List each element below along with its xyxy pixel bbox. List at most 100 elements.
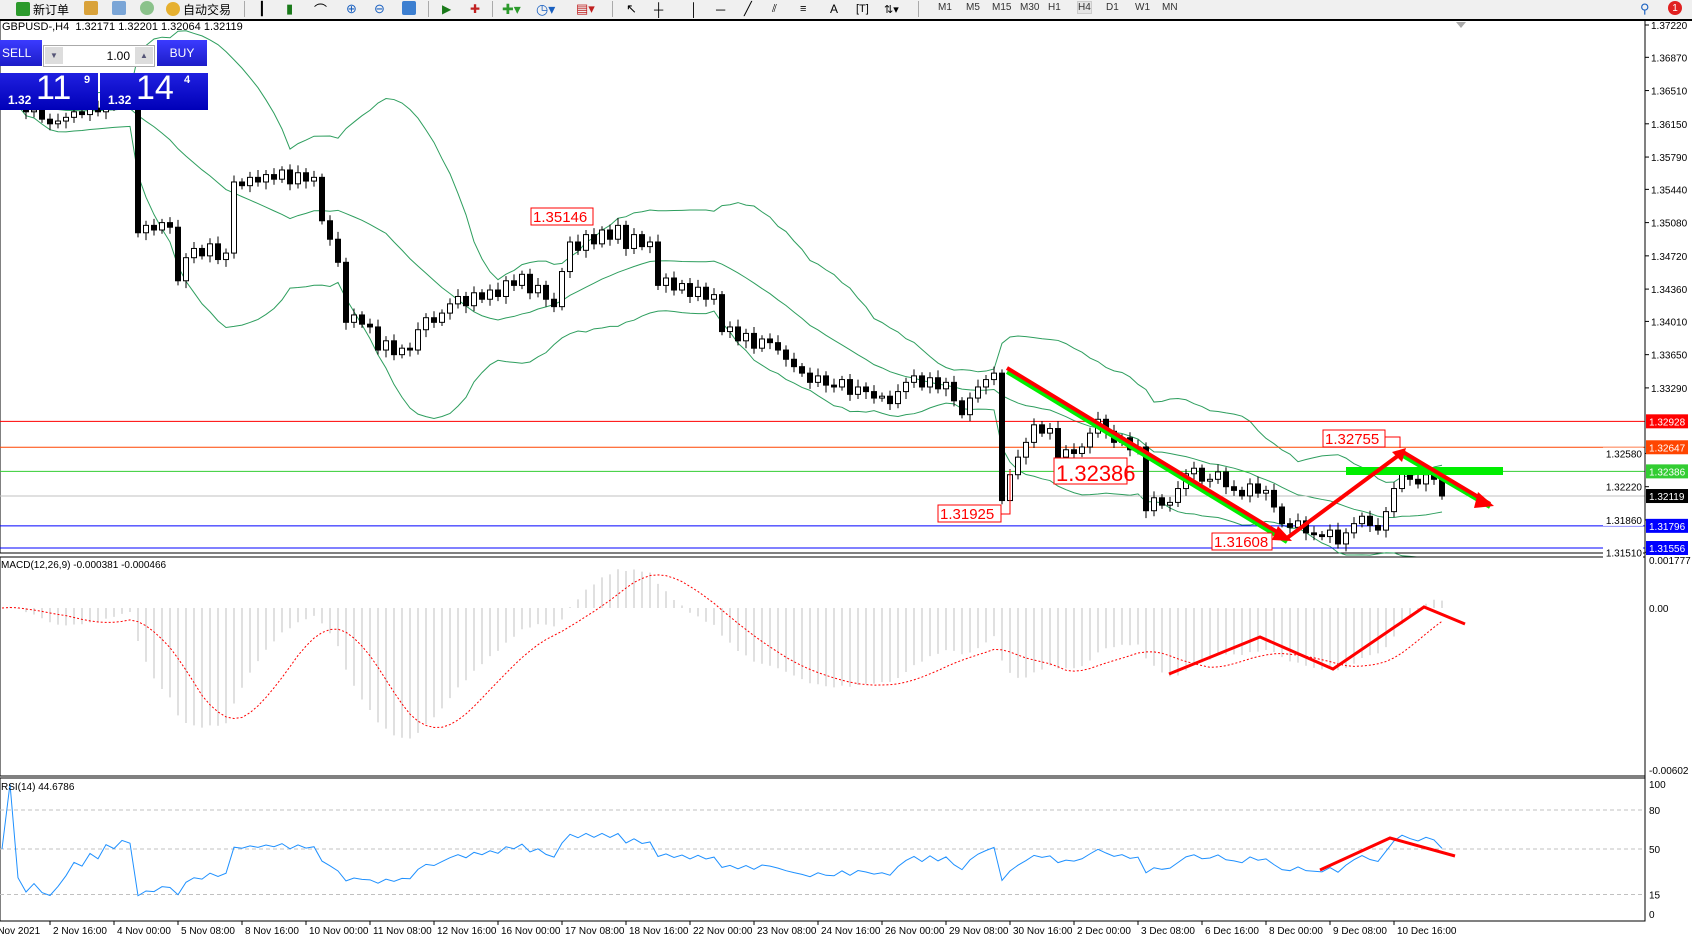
history-icon[interactable] [84,1,98,15]
candle-body [1391,488,1397,513]
price-label[interactable]: 1.32386 [1053,457,1136,486]
text-label-icon[interactable]: [T] [856,3,869,15]
crosshair-icon[interactable]: ┼ [654,1,664,17]
new-order-button[interactable]: 新订单 [16,1,69,17]
candle [391,334,397,361]
candle [415,322,421,355]
candle [295,165,301,189]
fibonacci-icon[interactable]: ≡ [800,3,807,15]
candle-body [31,109,37,113]
candle-body [511,280,517,286]
time-tick-label: 8 Dec 00:00 [1269,926,1323,937]
candle-body [1255,483,1261,494]
vertical-line-icon[interactable]: │ [690,1,699,17]
timeframe-h1[interactable]: H1 [1048,2,1061,13]
candle-body [903,381,909,393]
macd-pane[interactable]: MACD(12,26,9) -0.000381 -0.000466 [0,556,1646,777]
green-trendline[interactable] [1005,370,1289,544]
auto-trading-button[interactable]: 自动交易 [166,1,231,17]
candle-body [1215,471,1221,480]
line-chart-icon[interactable]: ⌒ [314,2,328,18]
red-arrow-line[interactable] [1285,450,1405,540]
periods-icon[interactable]: ◷▾ [536,0,556,17]
price-pane[interactable]: 1.35146 1.31925 1.32386 1.31608 1.32755 [0,19,1646,561]
candle [735,319,741,346]
chart-shift-marker[interactable] [1456,22,1466,28]
candle-body [399,347,405,356]
price-label[interactable]: 1.35146 [530,207,594,226]
rsi-line [1,783,1443,897]
timeframe-mn[interactable]: MN [1162,2,1178,13]
candle [767,333,773,350]
zoom-in-icon[interactable]: ⊕ [346,1,357,16]
candle [1271,483,1277,513]
candle [327,215,333,246]
candle [919,372,925,391]
zoom-out-icon[interactable]: ⊖ [374,1,385,16]
signals-icon[interactable] [140,1,154,15]
candle [143,220,149,241]
price-label[interactable]: 1.32755 [1322,429,1386,448]
price-label[interactable]: 1.31925 [937,504,1002,523]
timeframe-m15[interactable]: M15 [992,2,1012,13]
lot-size-input[interactable]: ▼ 1.00 ▲ [43,45,155,67]
timeframe-m5[interactable]: M5 [966,2,980,13]
price-label-connector [1001,470,1011,515]
sell-button[interactable]: SELL [0,40,42,66]
green-trendline[interactable] [1401,454,1492,509]
price-tick-label: 1.36510 [1651,87,1688,98]
macd-red-arrows[interactable] [1168,605,1466,676]
candle [359,311,365,328]
red-arrow-line[interactable] [1005,366,1289,540]
price-tick-label: 1.34360 [1651,285,1688,296]
candle-body [1023,441,1029,458]
trendline-icon[interactable]: ╱ [744,1,752,16]
horizontal-line-icon[interactable]: ─ [716,1,726,17]
lot-increase-button[interactable]: ▲ [135,47,153,64]
timeframe-d1[interactable]: D1 [1106,2,1119,13]
bar-chart-icon[interactable]: ┃ [258,1,266,16]
price-tick-label: 1.32220 [1606,483,1643,494]
red-arrow-line[interactable] [1401,450,1492,506]
equidistant-channel-icon[interactable]: ⫽ [772,2,777,15]
arrows-icon[interactable]: ⇅▾ [884,3,899,16]
candle-body [895,391,901,405]
toolbar-separator [918,1,919,17]
sell-price-button[interactable]: 1.32 11 9 [0,69,98,110]
text-icon[interactable]: A [830,2,839,16]
candle [895,384,901,409]
buy-price-button[interactable]: 1.32 14 4 [100,69,208,110]
price-annotations[interactable]: 1.35146 1.31925 1.32386 1.31608 1.32755 [530,207,1401,551]
candle-body [1047,428,1053,434]
timeframe-h4[interactable]: H4 [1077,1,1092,14]
cursor-icon[interactable]: ↖ [626,1,637,16]
rsi-pane[interactable]: RSI(14) 44.6786 [0,777,1646,922]
auto-scroll-icon[interactable]: ▶ [442,2,452,16]
candle-body [583,234,589,251]
timeframe-m1[interactable]: M1 [938,2,952,13]
candlestick-icon[interactable]: ▮ [286,1,294,16]
trend-drawings[interactable] [1005,366,1503,544]
price-label[interactable]: 1.31608 [1211,532,1273,551]
timeframe-w1[interactable]: W1 [1135,2,1150,13]
green-zone-bar[interactable] [1346,467,1503,475]
candle [1207,473,1213,488]
candle [527,268,533,300]
candle-body [463,295,469,307]
time-tick-label: 2 Dec 00:00 [1077,926,1131,937]
templates-icon[interactable]: ▤▾ [576,1,595,16]
notification-icon[interactable]: 1 [1668,1,1682,15]
search-icon[interactable]: ⚲ [1640,1,1650,16]
rsi-red-arrows[interactable] [1319,836,1456,872]
buy-button[interactable]: BUY [157,40,207,66]
tile-windows-icon[interactable] [402,1,416,15]
macd-signal-line [1,574,1443,728]
lot-decrease-button[interactable]: ▼ [45,47,63,64]
price-label-connector [1385,436,1401,448]
indicators-icon[interactable]: ✚▾ [502,0,521,17]
timeframe-m30[interactable]: M30 [1020,2,1040,13]
terminal-icon[interactable] [112,1,126,15]
chart-shift-icon[interactable]: ✚ [470,2,481,16]
candle [135,93,141,238]
